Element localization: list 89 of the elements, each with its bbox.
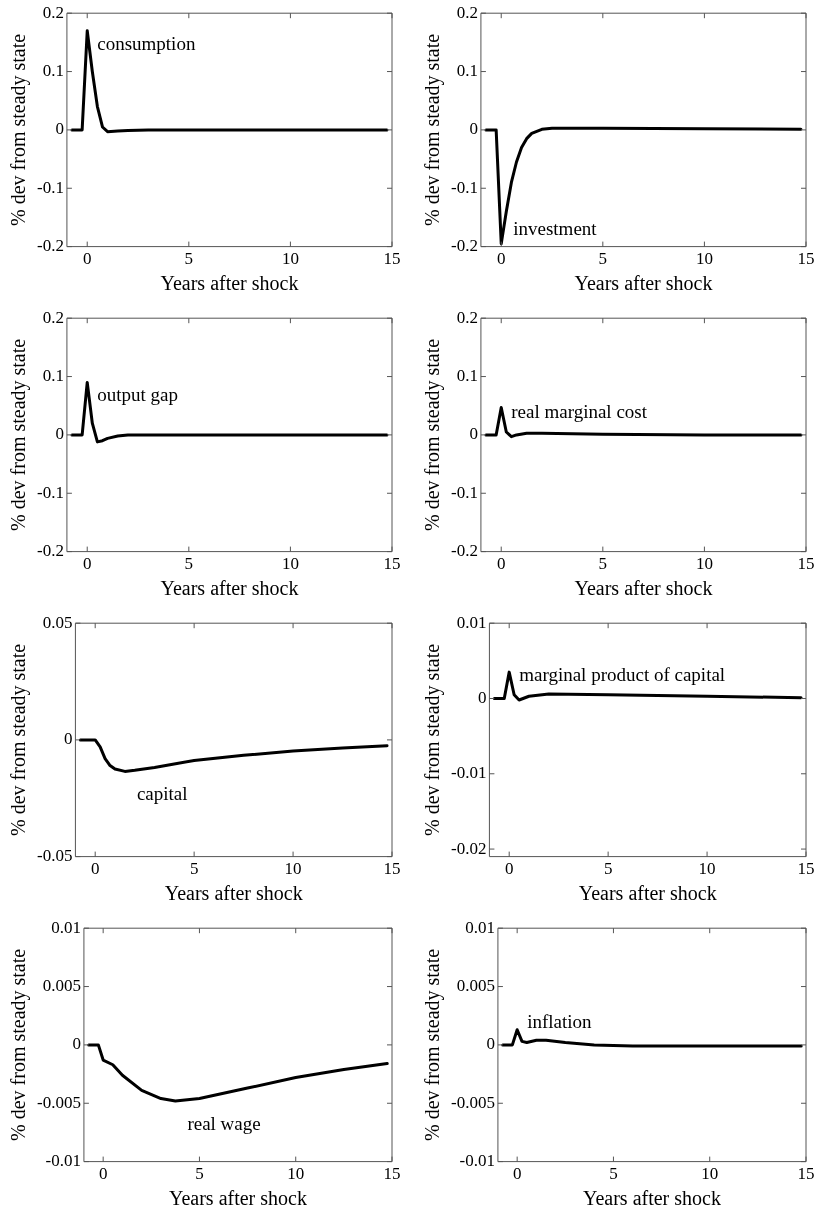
y-tick-label: 0.2 xyxy=(456,2,478,22)
y-tick-label: 0.1 xyxy=(456,366,478,386)
x-axis-title: Years after shock xyxy=(164,882,303,905)
x-tick-label: 5 xyxy=(195,1164,204,1184)
x-tick-label: 10 xyxy=(701,1164,719,1184)
x-axis-title: Years after shock xyxy=(168,1187,307,1210)
series-label: investment xyxy=(513,217,598,239)
y-tick-label: -0.005 xyxy=(450,1092,495,1112)
x-tick-label: 15 xyxy=(797,554,815,574)
x-tick-label: 15 xyxy=(383,249,401,269)
y-tick-label: 0 xyxy=(55,424,64,444)
x-tick-label: 10 xyxy=(698,859,716,879)
series-label: marginal product of capital xyxy=(519,664,726,686)
y-tick-label: 0.01 xyxy=(465,917,495,937)
series-label: output gap xyxy=(97,384,178,406)
x-axis-title: Years after shock xyxy=(160,577,299,600)
y-tick-label: 0.1 xyxy=(42,366,64,386)
x-tick-label: 5 xyxy=(603,859,613,879)
x-tick-label: 5 xyxy=(184,554,194,574)
y-tick-label: -0.05 xyxy=(36,846,73,866)
y-tick-label: -0.02 xyxy=(450,838,487,858)
y-tick-label: -0.1 xyxy=(450,177,478,197)
x-tick-label: 5 xyxy=(609,1164,618,1184)
y-tick-label: 0 xyxy=(63,729,73,749)
y-tick-label: -0.2 xyxy=(450,541,478,561)
y-tick-label: 0 xyxy=(55,119,64,139)
y-axis-title: % dev from steady state xyxy=(421,948,445,1141)
y-axis-title: % dev from steady state xyxy=(7,643,31,836)
y-tick-label: -0.01 xyxy=(459,1151,495,1171)
series-label: capital xyxy=(136,783,188,805)
y-tick-label: -0.2 xyxy=(450,236,478,256)
y-tick-label: -0.1 xyxy=(36,177,64,197)
y-tick-label: 0.1 xyxy=(456,61,478,81)
series-label: real marginal cost xyxy=(511,400,648,422)
x-axis-title: Years after shock xyxy=(574,577,713,600)
y-axis-title: % dev from steady state xyxy=(421,338,445,531)
y-tick-label: 0.005 xyxy=(456,976,495,996)
x-axis-title: Years after shock xyxy=(578,882,717,905)
x-tick-label: 5 xyxy=(184,249,194,269)
y-tick-label: -0.2 xyxy=(36,236,64,256)
y-axis-title: % dev from steady state xyxy=(7,338,31,531)
x-tick-label: 10 xyxy=(284,859,302,879)
y-tick-label: 0.05 xyxy=(42,612,73,632)
x-tick-label: 5 xyxy=(189,859,199,879)
y-axis-title: % dev from steady state xyxy=(7,948,31,1141)
x-axis-title: Years after shock xyxy=(582,1187,721,1210)
x-axis-title: Years after shock xyxy=(160,272,299,295)
y-tick-label: 0 xyxy=(486,1034,495,1054)
x-tick-label: 0 xyxy=(512,1164,522,1184)
x-tick-label: 10 xyxy=(281,554,299,574)
y-tick-label: 0.01 xyxy=(456,612,487,632)
y-tick-label: 0.1 xyxy=(42,61,64,81)
x-tick-label: 0 xyxy=(98,1164,108,1184)
x-tick-label: 5 xyxy=(598,554,608,574)
x-tick-label: 15 xyxy=(383,859,401,879)
x-tick-label: 10 xyxy=(287,1164,305,1184)
y-tick-label: 0.2 xyxy=(456,307,478,327)
x-tick-label: 15 xyxy=(797,859,815,879)
x-tick-label: 15 xyxy=(383,1164,401,1184)
y-axis-title: % dev from steady state xyxy=(7,33,31,226)
y-tick-label: 0 xyxy=(469,119,478,139)
y-tick-label: 0.005 xyxy=(42,976,81,996)
y-tick-label: -0.01 xyxy=(450,763,487,783)
y-tick-label: 0.01 xyxy=(51,917,81,937)
x-tick-label: 10 xyxy=(281,249,299,269)
x-tick-label: 5 xyxy=(598,249,608,269)
y-tick-label: -0.005 xyxy=(36,1092,81,1112)
series-label: consumption xyxy=(97,32,196,54)
x-tick-label: 0 xyxy=(90,859,100,879)
x-tick-label: 15 xyxy=(797,249,815,269)
series-label: inflation xyxy=(527,1010,593,1032)
y-tick-label: 0 xyxy=(469,424,478,444)
x-tick-label: 10 xyxy=(695,249,713,269)
x-axis-title: Years after shock xyxy=(574,272,713,295)
x-tick-label: 10 xyxy=(695,554,713,574)
y-tick-label: 0 xyxy=(477,687,487,707)
x-tick-label: 15 xyxy=(383,554,401,574)
y-axis-title: % dev from steady state xyxy=(421,33,445,226)
y-tick-label: 0.2 xyxy=(42,307,64,327)
series-label: real wage xyxy=(187,1112,261,1134)
y-tick-label: -0.2 xyxy=(36,541,64,561)
y-tick-label: -0.01 xyxy=(45,1151,81,1171)
y-axis-title: % dev from steady state xyxy=(421,643,445,836)
y-tick-label: 0 xyxy=(72,1034,81,1054)
x-tick-label: 0 xyxy=(504,859,514,879)
y-tick-label: 0.2 xyxy=(42,2,64,22)
y-tick-label: -0.1 xyxy=(450,482,478,502)
y-tick-label: -0.1 xyxy=(36,482,64,502)
x-tick-label: 15 xyxy=(797,1164,815,1184)
